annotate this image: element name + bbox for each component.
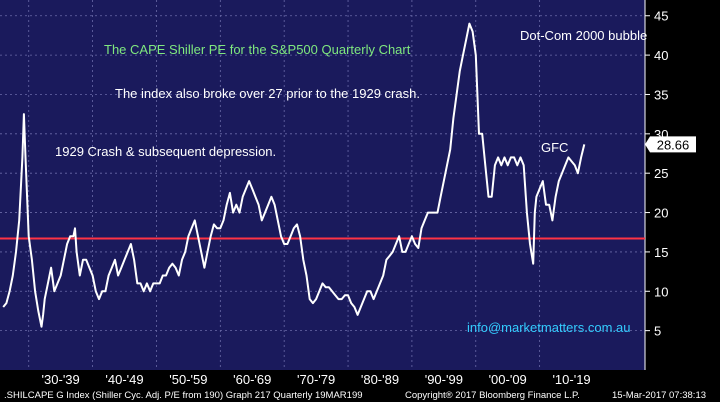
annotation-1929-crash: 1929 Crash & subsequent depression. [55,144,276,159]
annotation-email: info@marketmatters.com.au [467,320,630,335]
footer-bar [0,387,720,402]
last-value-label: 28.66 [657,137,690,152]
x-tick-label: '10-'19 [552,372,590,387]
footer-copyright: Copyright® 2017 Bloomberg Finance L.P. [405,390,580,401]
last-value-box [650,136,696,153]
grid [0,0,645,370]
y-tick-label: 15 [654,245,668,260]
annotation-dotcom: Dot-Com 2000 bubble [520,28,647,43]
x-tick-label: '30-'39 [42,372,80,387]
x-tick-label: '50-'59 [169,372,207,387]
y-tick-label: 10 [654,284,668,299]
plot-area [0,0,645,370]
y-tick-label: 20 [654,206,668,221]
annotation-gfc: GFC [541,140,568,155]
x-tick-label: '40-'49 [105,372,143,387]
x-tick-label: '90-'99 [425,372,463,387]
y-tick-label: 35 [654,87,668,102]
y-tick-label: 25 [654,166,668,181]
series-line-cape [2,22,586,328]
last-value-marker: 28.66 [645,136,696,153]
last-value-arrow [645,136,650,153]
x-tick-label: '80-'89 [361,372,399,387]
y-tick-label: 45 [654,9,668,24]
annotation-1929-prior: The index also broke over 27 prior to th… [115,86,420,101]
footer-timestamp: 15-Mar-2017 07:38:13 [612,390,706,401]
x-tick-label: '60-'69 [233,372,271,387]
y-tick-label: 40 [654,48,668,63]
chart-title: The CAPE Shiller PE for the S&P500 Quart… [104,42,411,57]
x-tick-label: '70-'79 [297,372,335,387]
x-tick-label: '00-'09 [489,372,527,387]
y-tick-label: 5 [654,324,661,339]
x-axis: '30-'39 '40-'49 '50-'59 '60-'69 '70-'79 '80-'… [42,372,591,387]
footer-index-info: .SHILCAPE G Index (Shiller Cyc. Adj. P/E… [4,390,363,401]
